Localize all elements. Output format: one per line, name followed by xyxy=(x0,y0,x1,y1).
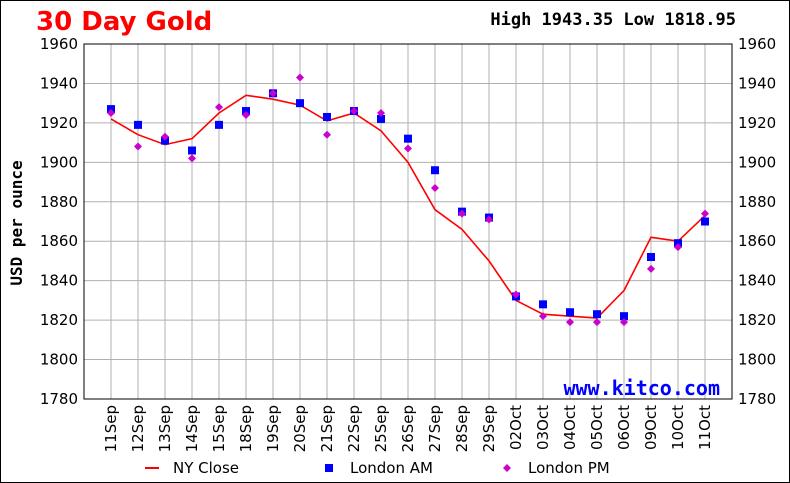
x-tick-label: 18Sep xyxy=(237,405,255,452)
y-tick-label-right: 1860 xyxy=(738,232,776,250)
point-london-am xyxy=(296,99,304,108)
x-tick-label: 26Sep xyxy=(399,405,417,452)
point-london-pm xyxy=(458,209,466,218)
y-tick-label-left: 1860 xyxy=(40,232,78,250)
x-tick-label: 15Sep xyxy=(210,405,228,452)
x-tick-label: 28Sep xyxy=(453,405,471,452)
x-tick-label: 14Sep xyxy=(183,405,201,452)
y-tick-label-left: 1920 xyxy=(40,114,78,132)
point-london-pm xyxy=(161,132,169,141)
x-tick-label: 19Sep xyxy=(264,405,282,452)
point-london-pm xyxy=(566,318,574,327)
legend-label: London PM xyxy=(528,459,610,477)
x-tick-label: 06Oct xyxy=(615,405,633,450)
y-tick-label-right: 1940 xyxy=(738,74,776,92)
point-london-pm xyxy=(134,142,142,151)
y-tick-label-left: 1840 xyxy=(40,272,78,290)
x-tick-label: 04Oct xyxy=(561,405,579,450)
point-london-pm xyxy=(404,144,412,153)
x-tick-label: 09Oct xyxy=(642,405,660,450)
point-london-pm xyxy=(485,215,493,224)
y-tick-label-right: 1780 xyxy=(738,390,776,408)
y-tick-label-right: 1880 xyxy=(738,193,776,211)
point-london-pm xyxy=(269,89,277,98)
point-london-am xyxy=(701,217,709,226)
chart-title: 30 Day Gold xyxy=(36,7,212,37)
point-london-pm xyxy=(593,318,601,327)
x-tick-label: 25Sep xyxy=(372,405,390,452)
y-tick-label-left: 1960 xyxy=(40,35,78,53)
point-london-pm xyxy=(431,183,439,192)
y-tick-label-right: 1960 xyxy=(738,35,776,53)
x-tick-label: 10Oct xyxy=(669,405,687,450)
point-london-pm xyxy=(674,243,682,252)
y-tick-label-right: 1840 xyxy=(738,272,776,290)
y-tick-label-right: 1920 xyxy=(738,114,776,132)
legend-swatch-diamond xyxy=(503,464,511,472)
y-tick-label-right: 1900 xyxy=(738,153,776,171)
point-london-pm xyxy=(323,130,331,139)
y-tick-label-left: 1780 xyxy=(40,390,78,408)
x-tick-label: 29Sep xyxy=(480,405,498,452)
x-tick-label: 22Sep xyxy=(345,405,363,452)
point-london-am xyxy=(620,312,628,321)
point-london-pm xyxy=(620,318,628,327)
point-london-am xyxy=(539,300,547,309)
y-tick-label-left: 1940 xyxy=(40,74,78,92)
point-london-pm xyxy=(188,154,196,163)
point-london-am xyxy=(566,308,574,317)
watermark: www.kitco.com xyxy=(563,376,720,400)
x-tick-label: 13Sep xyxy=(156,405,174,452)
point-london-pm xyxy=(350,107,358,116)
point-london-am xyxy=(647,253,655,261)
y-tick-label-left: 1820 xyxy=(40,311,78,329)
x-tick-label: 11Oct xyxy=(696,405,714,450)
y-tick-label-left: 1900 xyxy=(40,153,78,171)
point-london-pm xyxy=(215,103,223,112)
point-london-pm xyxy=(701,209,709,218)
point-london-pm xyxy=(377,109,385,118)
x-tick-label: 20Sep xyxy=(291,405,309,452)
point-london-pm xyxy=(107,109,115,118)
legend-swatch-square xyxy=(325,464,333,472)
legend-label: London AM xyxy=(350,459,433,477)
point-london-pm xyxy=(296,73,304,82)
x-tick-label: 12Sep xyxy=(129,405,147,452)
legend-label: NY Close xyxy=(173,459,239,477)
x-tick-label: 02Oct xyxy=(507,405,525,450)
point-london-am xyxy=(377,114,385,123)
point-london-am xyxy=(215,120,223,129)
x-tick-label: 05Oct xyxy=(588,405,606,450)
x-tick-label: 27Sep xyxy=(426,405,444,452)
point-london-am xyxy=(431,166,439,175)
axes: 1780 1780 1800 1800 1820 1820 1840 1840 1860 1860… xyxy=(40,35,776,452)
point-london-pm xyxy=(539,312,547,321)
point-london-am xyxy=(134,120,142,129)
series-layer xyxy=(107,73,709,327)
point-london-am xyxy=(593,310,601,319)
point-london-am xyxy=(404,134,412,143)
legend: NY Close London AM London PM xyxy=(145,459,610,477)
point-london-pm xyxy=(242,111,250,119)
x-tick-label: 21Sep xyxy=(318,405,336,452)
point-london-pm xyxy=(512,290,520,299)
y-tick-label-left: 1800 xyxy=(40,351,78,369)
x-tick-label: 11Sep xyxy=(102,405,120,452)
high-low-readout: High 1943.35 Low 1818.95 xyxy=(490,10,736,30)
y-tick-label-right: 1800 xyxy=(738,351,776,369)
grid xyxy=(84,43,732,400)
series-line-ny-close xyxy=(110,94,706,319)
y-tick-label-left: 1880 xyxy=(40,193,78,211)
point-london-am xyxy=(323,112,331,121)
y-tick-label-right: 1820 xyxy=(738,311,776,329)
point-london-am xyxy=(188,146,196,155)
y-axis-label: USD per ounce xyxy=(7,160,26,285)
x-tick-label: 03Oct xyxy=(534,405,552,450)
plot-border xyxy=(83,43,733,400)
point-london-pm xyxy=(647,264,655,273)
